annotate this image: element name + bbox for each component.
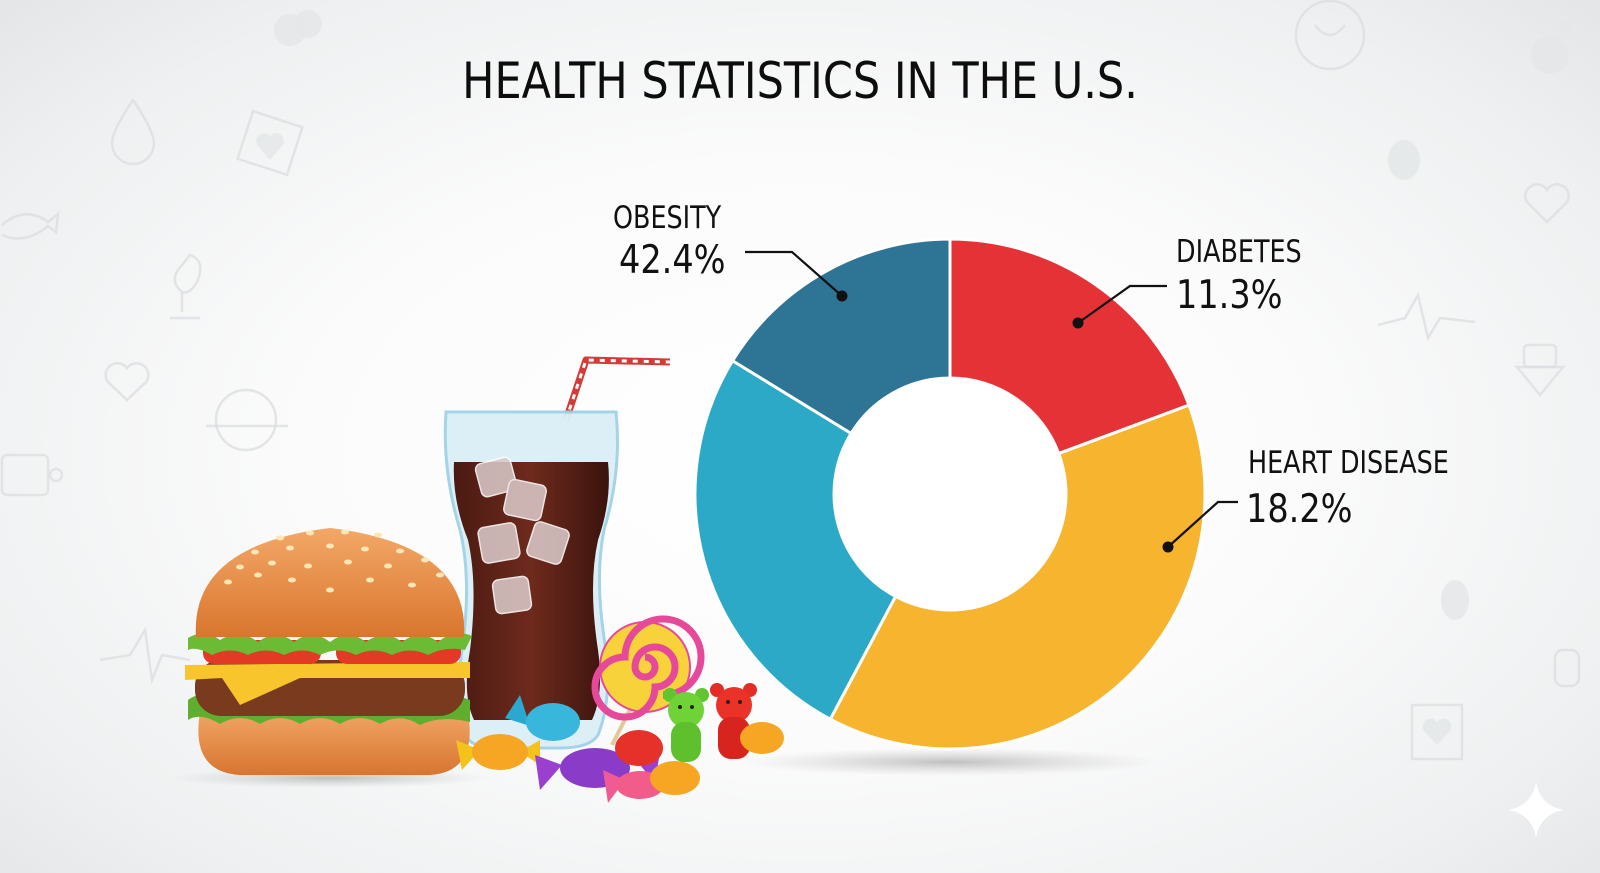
water-drop-icon xyxy=(110,97,156,166)
red-candy xyxy=(615,730,663,766)
diabetes-label: DIABETES xyxy=(1176,234,1302,270)
red-gummy-bear-icon xyxy=(710,683,757,759)
cloud-icon xyxy=(274,10,322,46)
heartbeat-line-left-icon xyxy=(99,626,191,685)
mug-icon xyxy=(0,453,64,497)
donut-hole xyxy=(834,378,1066,610)
stethoscope-icon xyxy=(1294,0,1366,71)
heart-disease-label: HEART DISEASE xyxy=(1248,445,1449,481)
heart-outline-icon xyxy=(1524,183,1570,224)
heart-card-icon xyxy=(1410,703,1464,761)
lightbulb-icon xyxy=(1441,580,1469,620)
hamburger-icon xyxy=(185,528,472,775)
inhaler-icon xyxy=(1553,648,1581,688)
heart-disease-value: 18.2% xyxy=(1246,487,1353,532)
green-gummy-bear-icon xyxy=(663,688,709,762)
orange-candy-right xyxy=(740,722,784,754)
sesame-seeds xyxy=(224,529,444,593)
ice-cubes xyxy=(474,456,570,615)
apple-icon xyxy=(1531,20,1572,74)
plate-icon xyxy=(206,388,288,452)
diabetes-leader-line xyxy=(1072,284,1167,329)
wrapped-candy-yellow xyxy=(456,734,540,770)
avocado-icon xyxy=(170,253,202,320)
diabetes-value: 11.3% xyxy=(1176,273,1283,318)
straw-icon xyxy=(562,356,671,422)
heart-book-icon xyxy=(235,109,305,177)
chart-title: HEALTH STATISTICS IN THE U.S. xyxy=(462,52,1138,110)
obesity-leader-line xyxy=(745,250,848,302)
obesity-label: OBESITY xyxy=(613,200,722,236)
candy-pile-icon xyxy=(456,615,784,803)
bug-icon xyxy=(1388,140,1420,180)
heart-disease-leader-line xyxy=(1162,500,1238,553)
fish-icon xyxy=(1,211,60,240)
donut-shadow xyxy=(740,748,1160,776)
soda-glass-icon xyxy=(443,410,619,750)
heartbeat-line-icon xyxy=(1377,291,1476,342)
donut-slice-unlabeled xyxy=(693,358,898,722)
obesity-value: 42.4% xyxy=(619,238,726,283)
kettlebell-icon xyxy=(1514,343,1566,397)
heart-icon xyxy=(104,361,150,402)
wrapped-candy-blue xyxy=(505,695,580,741)
orange-candy xyxy=(650,761,700,795)
